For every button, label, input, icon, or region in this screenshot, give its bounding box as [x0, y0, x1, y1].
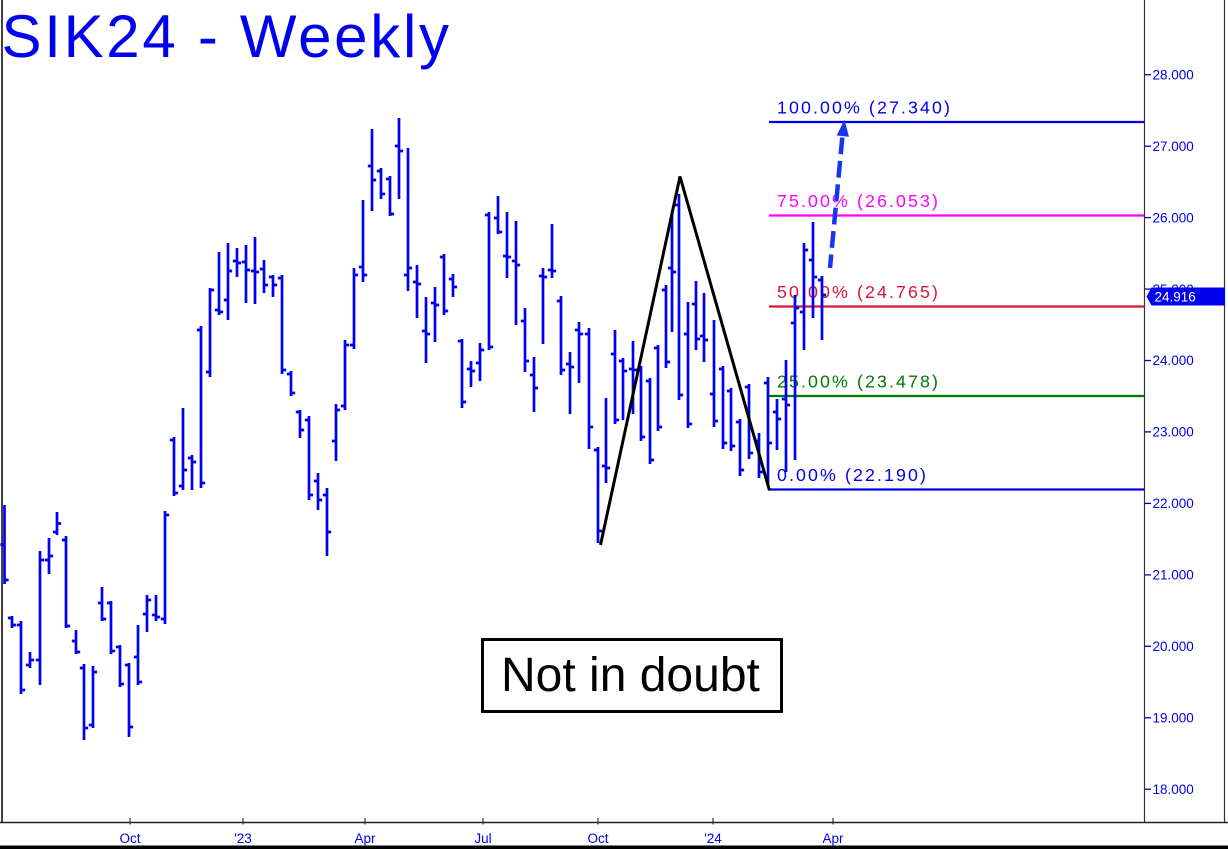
svg-text:75.00% (26.053): 75.00% (26.053) [777, 191, 940, 211]
svg-text:27.000: 27.000 [1153, 139, 1194, 154]
svg-text:50.00% (24.765): 50.00% (24.765) [777, 282, 940, 302]
svg-text:Apr: Apr [354, 831, 376, 846]
svg-text:'24: '24 [704, 831, 722, 846]
svg-text:26.000: 26.000 [1153, 210, 1194, 225]
svg-text:'23: '23 [234, 831, 252, 846]
svg-text:21.000: 21.000 [1153, 568, 1194, 583]
svg-text:25.00% (23.478): 25.00% (23.478) [777, 372, 940, 392]
svg-text:23.000: 23.000 [1153, 425, 1194, 440]
svg-text:Oct: Oct [119, 831, 140, 846]
svg-text:Oct: Oct [587, 831, 608, 846]
svg-text:20.000: 20.000 [1153, 639, 1194, 654]
svg-text:Jul: Jul [474, 831, 491, 846]
svg-text:Apr: Apr [822, 831, 844, 846]
svg-text:24.000: 24.000 [1153, 353, 1194, 368]
svg-text:0.00% (22.190): 0.00% (22.190) [777, 465, 928, 485]
svg-text:100.00% (27.340): 100.00% (27.340) [777, 98, 952, 118]
svg-text:18.000: 18.000 [1153, 782, 1194, 797]
svg-text:Not in doubt: Not in doubt [501, 649, 760, 702]
svg-text:28.000: 28.000 [1153, 67, 1194, 82]
svg-text:SIK24 - Weekly: SIK24 - Weekly [2, 3, 452, 70]
svg-text:24.916: 24.916 [1155, 290, 1196, 305]
svg-text:22.000: 22.000 [1153, 496, 1194, 511]
svg-text:19.000: 19.000 [1153, 711, 1194, 726]
